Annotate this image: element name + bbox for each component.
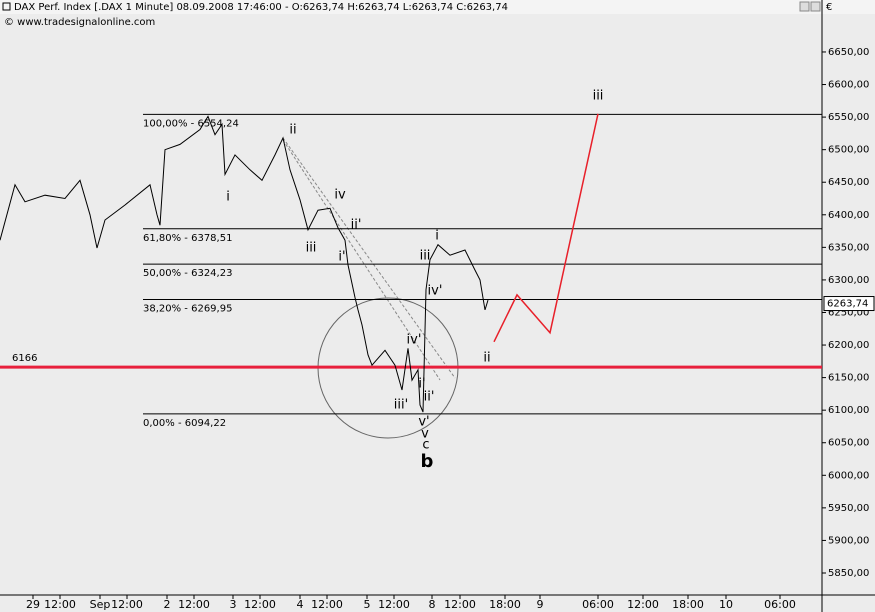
y-tick-label: 6550,00	[828, 112, 869, 123]
trend-line	[282, 139, 441, 381]
x-tick-label: 12:00	[178, 598, 210, 611]
wave-label: i	[226, 190, 230, 205]
x-tick-label: 8	[429, 598, 436, 611]
header-bar	[0, 0, 875, 14]
last-price-label: 6263,74	[827, 299, 868, 310]
y-tick-label: 6000,00	[828, 470, 869, 481]
wave-label: i	[435, 229, 439, 244]
fib-label: 0,00% - 6094,22	[143, 418, 226, 429]
x-tick-label: 12:00	[44, 598, 76, 611]
wave-label: ii	[289, 123, 296, 138]
y-tick-label: 6050,00	[828, 438, 869, 449]
x-tick-label: 12:00	[378, 598, 410, 611]
wave-label: ii'	[424, 390, 435, 405]
y-tick-label: 5900,00	[828, 535, 869, 546]
wave-label: v'	[418, 415, 429, 430]
y-tick-label: 6450,00	[828, 177, 869, 188]
support-label: 6166	[12, 353, 37, 364]
last-price-box	[823, 296, 875, 312]
x-tick-label: 06:00	[582, 598, 614, 611]
fib-label: 50,00% - 6324,23	[143, 268, 232, 279]
wave-label: iii	[593, 89, 604, 104]
x-tick-label: 18:00	[489, 598, 521, 611]
wave-label: iv'	[407, 333, 422, 348]
y-tick-label: 6400,00	[828, 210, 869, 221]
wave-label: iii	[420, 249, 431, 264]
header-icon	[2, 2, 11, 11]
x-tick-label: 12:00	[311, 598, 343, 611]
y-tick-label: 6200,00	[828, 340, 869, 351]
x-tick-label: 12:00	[244, 598, 276, 611]
wave-label: iv'	[428, 284, 443, 299]
y-tick-label: 5950,00	[828, 503, 869, 514]
y-tick-label: 6600,00	[828, 80, 869, 91]
x-tick-label: 3	[230, 598, 237, 611]
y-tick-label: 5850,00	[828, 568, 869, 579]
wave-label: iii	[306, 241, 317, 256]
wave-label: i'	[418, 377, 425, 392]
y-tick-label: 6250,00	[828, 307, 869, 318]
x-tick-label: 5	[364, 598, 371, 611]
x-tick-label: 10	[719, 598, 733, 611]
x-tick-label: 29	[26, 598, 40, 611]
chart-title: DAX Perf. Index [.DAX 1 Minute] 08.09.20…	[14, 2, 508, 13]
fib-label: 100,00% - 6554,24	[143, 118, 239, 129]
y-tick-label: 6100,00	[828, 405, 869, 416]
series-line	[0, 115, 489, 413]
window-button[interactable]	[810, 1, 821, 12]
trend-line	[282, 137, 456, 379]
wave-label: ii'	[351, 218, 362, 233]
y-tick-label: 6650,00	[828, 47, 869, 58]
wave-label: iv	[334, 188, 346, 203]
y-tick-label: 6350,00	[828, 242, 869, 253]
x-tick-label: Sep	[90, 598, 111, 611]
fib-label: 61,80% - 6378,51	[143, 233, 232, 244]
currency-label: €	[826, 2, 832, 13]
fib-label: 38,20% - 6269,95	[143, 303, 232, 314]
y-tick-label: 6500,00	[828, 145, 869, 156]
x-tick-label: 12:00	[627, 598, 659, 611]
x-tick-label: 2	[164, 598, 171, 611]
x-tick-label: 9	[537, 598, 544, 611]
wave-label: c	[422, 438, 429, 453]
wave-label: v	[421, 427, 429, 442]
chart-subtitle: © www.tradesignalonline.com	[4, 17, 155, 28]
x-tick-label: 18:00	[672, 598, 704, 611]
x-tick-label: 12:00	[444, 598, 476, 611]
y-tick-label: 6150,00	[828, 373, 869, 384]
x-tick-label: 06:00	[764, 598, 796, 611]
y-tick-label: 6300,00	[828, 275, 869, 286]
wave-label: ii	[483, 351, 490, 366]
wave-label: i'	[338, 250, 345, 265]
x-tick-label: 4	[297, 598, 304, 611]
wave-label: iii'	[394, 398, 408, 413]
window-button[interactable]	[799, 1, 810, 12]
series-line	[493, 113, 599, 343]
x-tick-label: 12:00	[111, 598, 143, 611]
wave-label: b	[421, 451, 434, 472]
